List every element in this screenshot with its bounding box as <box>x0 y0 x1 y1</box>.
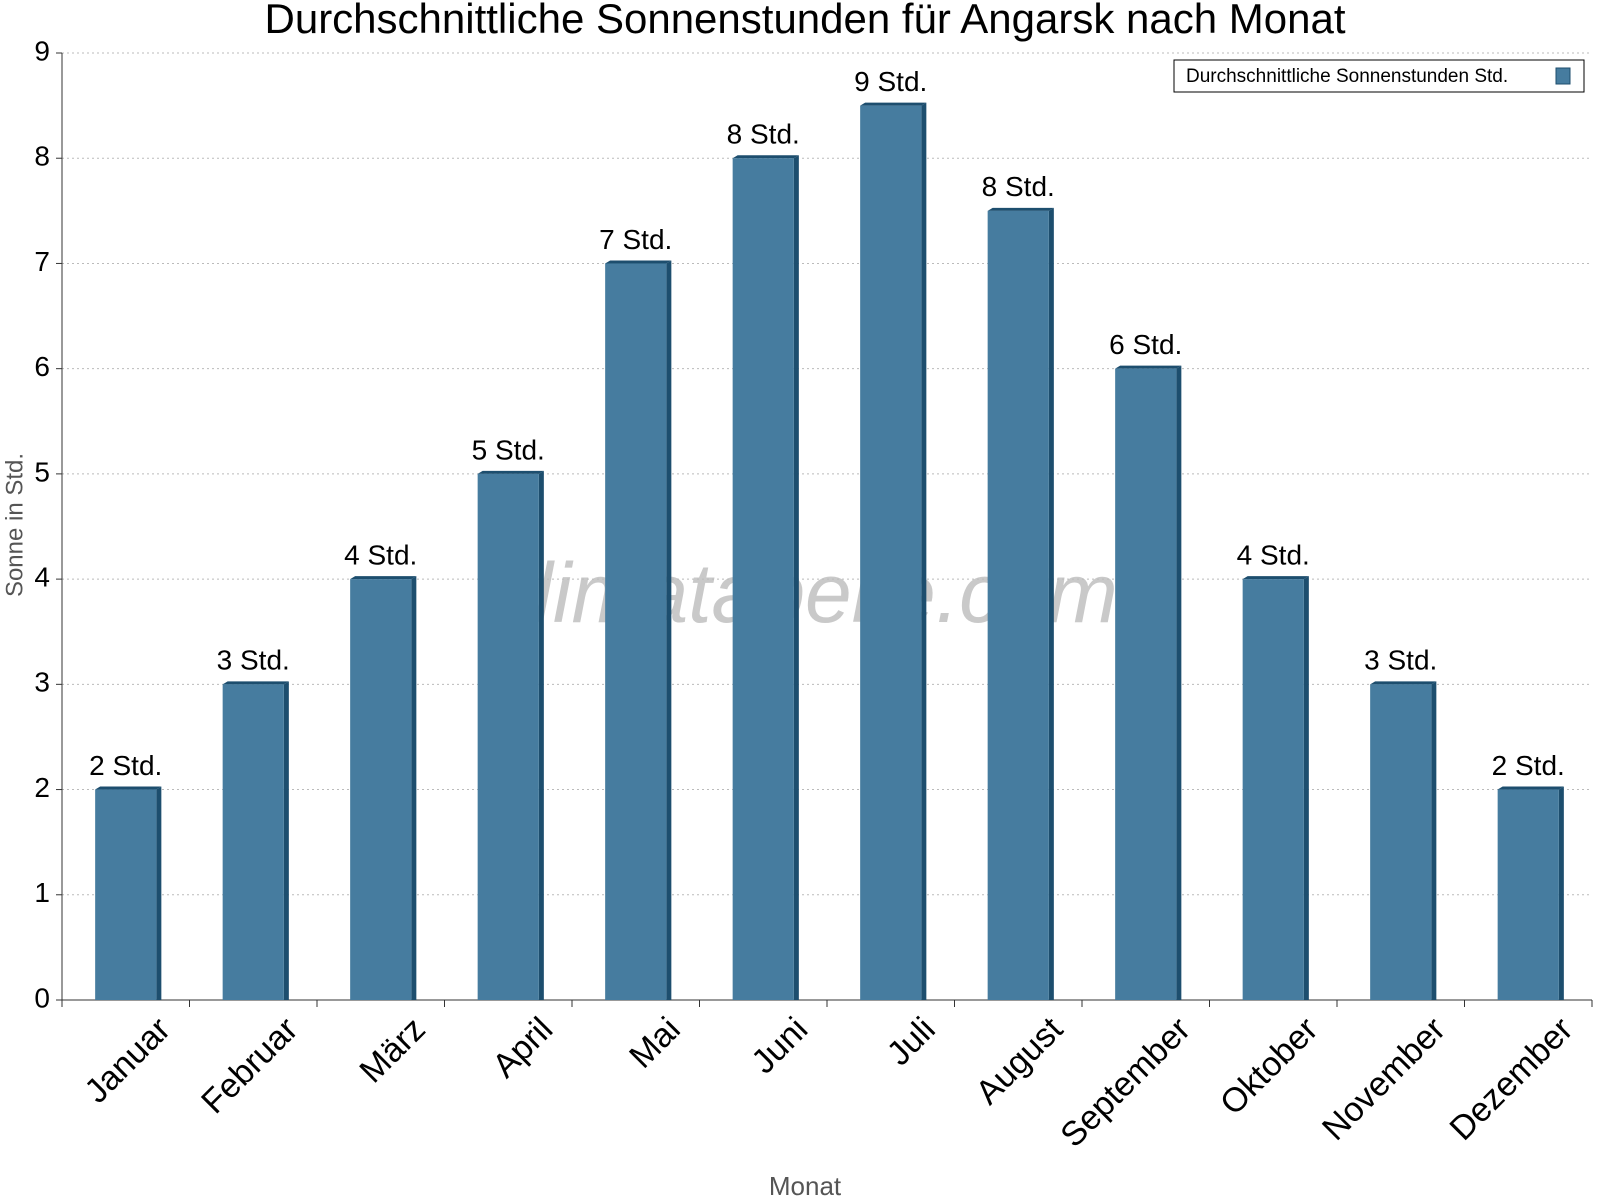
legend-box <box>1173 59 1585 93</box>
bar <box>605 263 667 1000</box>
y-tick-label: 3 <box>34 667 50 698</box>
bar-top <box>1497 786 1564 790</box>
bar <box>1370 684 1432 1000</box>
bar-side <box>156 786 162 1000</box>
bar-side <box>921 102 927 1001</box>
bar-top <box>1115 365 1182 369</box>
x-tick-label: April <box>485 1010 560 1085</box>
legend-swatch <box>1555 67 1571 85</box>
x-tick-label: Juni <box>744 1010 815 1081</box>
value-label: 4 Std. <box>344 540 417 571</box>
value-label: 7 Std. <box>599 224 672 255</box>
x-tick-label: Oktober <box>1213 1010 1325 1122</box>
y-tick-label: 6 <box>34 351 50 382</box>
y-axis-title: Sonne in Std. <box>1 453 28 597</box>
chart-title: Durchschnittliche Sonnenstunden für Anga… <box>265 0 1346 42</box>
bar <box>95 789 157 1000</box>
legend-label: Durchschnittliche Sonnenstunden Std. <box>1186 66 1508 87</box>
bar-side <box>1176 365 1182 1001</box>
bar-top <box>350 576 417 580</box>
bar <box>1497 789 1559 1000</box>
x-tick-label: Februar <box>194 1010 305 1121</box>
y-tick-label: 9 <box>34 35 50 66</box>
bar <box>222 684 284 1000</box>
bar <box>350 579 412 1000</box>
value-label: 2 Std. <box>1492 750 1565 781</box>
x-axis-title: Monat <box>769 1171 842 1200</box>
value-label: 8 Std. <box>982 171 1055 202</box>
value-label: 6 Std. <box>1109 329 1182 360</box>
x-tick-label: Dezember <box>1442 1010 1580 1148</box>
x-tick-label: Januar <box>77 1010 177 1110</box>
bar-side <box>1303 576 1309 1000</box>
y-tick-label: 2 <box>34 772 50 803</box>
y-tick-label: 7 <box>34 246 50 277</box>
x-tick-label: Mai <box>622 1010 688 1076</box>
value-label: 9 Std. <box>854 66 927 97</box>
x-tick-label: Juli <box>880 1010 943 1073</box>
y-tick-label: 4 <box>34 562 50 593</box>
value-label: 4 Std. <box>1237 540 1310 571</box>
bar-top <box>95 786 162 790</box>
bar-side <box>283 681 289 1000</box>
y-tick-label: 8 <box>34 141 50 172</box>
bar-side <box>793 155 799 1000</box>
bar-side <box>666 260 672 1000</box>
x-tick-label: März <box>352 1010 432 1090</box>
bar-side <box>538 470 544 1000</box>
bar-top <box>1370 681 1437 685</box>
value-label: 5 Std. <box>472 434 545 465</box>
x-tick-label: November <box>1315 1010 1453 1148</box>
bar <box>732 158 794 1000</box>
bar <box>987 210 1049 1001</box>
bar-side <box>411 576 417 1000</box>
bar-top <box>987 207 1054 211</box>
bar-top <box>860 102 927 106</box>
bar-top <box>477 470 544 474</box>
bar <box>1242 579 1304 1000</box>
x-tick-label: September <box>1053 1010 1197 1154</box>
x-tick-label: August <box>969 1010 1071 1112</box>
value-label: 3 Std. <box>217 645 290 676</box>
y-tick-label: 1 <box>34 877 50 908</box>
value-label: 2 Std. <box>89 750 162 781</box>
legend: Durchschnittliche Sonnenstunden Std. <box>1173 59 1585 93</box>
bar-top <box>732 155 799 159</box>
value-label: 8 Std. <box>727 119 800 150</box>
bar <box>1115 368 1177 1001</box>
bar-side <box>1558 786 1564 1000</box>
bar-top <box>605 260 672 264</box>
bar <box>477 473 539 1000</box>
bar-top <box>1242 576 1309 580</box>
bar-top <box>222 681 289 685</box>
y-tick-label: 0 <box>34 982 50 1013</box>
bar <box>860 105 922 1001</box>
value-label: 3 Std. <box>1364 645 1437 676</box>
bar-side <box>1048 207 1054 1001</box>
y-tick-label: 5 <box>34 456 50 487</box>
bar-side <box>1431 681 1437 1000</box>
